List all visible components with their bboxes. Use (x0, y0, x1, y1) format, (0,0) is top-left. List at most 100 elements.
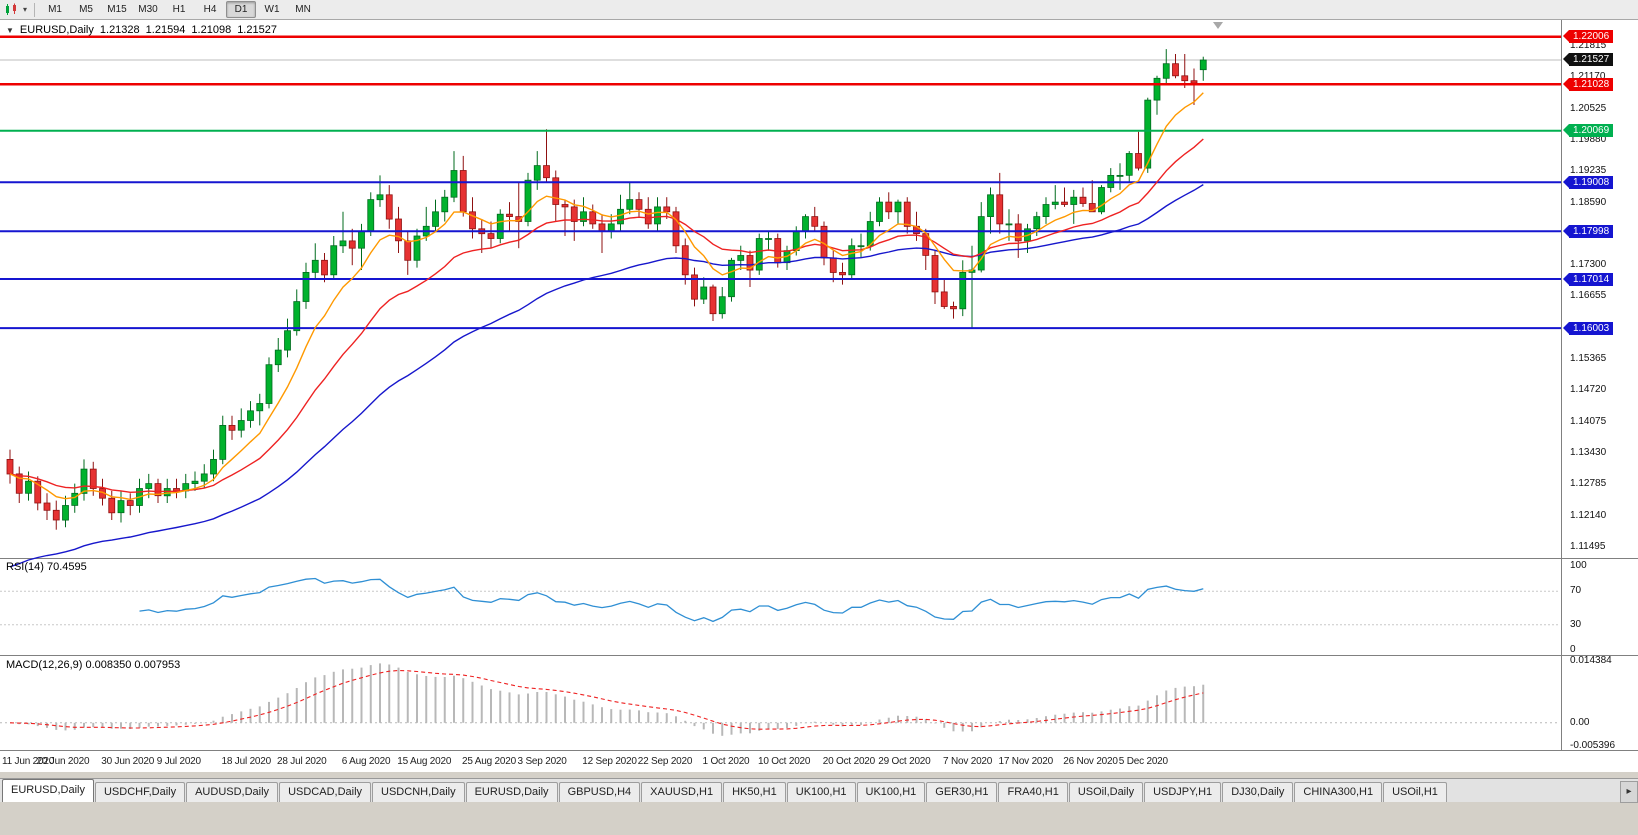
price-axis[interactable]: 1.21815 1.21170 1.20525 1.19880 1.19235 1.185… (1562, 20, 1638, 772)
timeframe-buttons-group: M1 M5 M15 M30 H1 H4 D1 W1 MN (40, 1, 318, 18)
date-axis-label: 1 Oct 2020 (702, 756, 750, 767)
date-axis-label: 6 Aug 2020 (341, 756, 391, 767)
date-axis-label: 9 Jul 2020 (156, 756, 201, 767)
date-axis-label: 3 Sep 2020 (517, 756, 567, 767)
chart-tab-USDCAD,Daily[interactable]: USDCAD,Daily (279, 782, 372, 802)
price-level-tag-1.17014[interactable]: 1.17014 (1562, 272, 1614, 286)
rsi-axis-label: 0 (1570, 644, 1576, 655)
date-axis-label: 18 Jul 2020 (221, 756, 272, 767)
date-axis-label: 5 Dec 2020 (1118, 756, 1168, 767)
chart-tab-USDCNH,Daily[interactable]: USDCNH,Daily (372, 782, 465, 802)
chart-tab-DJ30,Daily[interactable]: DJ30,Daily (1222, 782, 1294, 802)
price-axis-tick: 1.14720 (1570, 384, 1607, 396)
chart-dropdown-caret-icon[interactable]: ▾ (23, 5, 28, 14)
timeframe-button-M15[interactable]: M15 (107, 4, 127, 15)
price-axis-tick: 1.14075 (1570, 415, 1607, 427)
price-axis-tick: 1.12140 (1570, 509, 1607, 521)
chart-tab-FRA40,H1[interactable]: FRA40,H1 (998, 782, 1068, 802)
moving-average-line-20 (9, 138, 1204, 494)
timeframe-button-H4[interactable]: H4 (203, 4, 217, 15)
current-price-tag: 1.21527 (1562, 53, 1614, 67)
date-axis-label: 10 Oct 2020 (758, 756, 811, 767)
rsi-indicator-label: RSI(14) 70.4595 (6, 561, 87, 573)
price-axis-tick: 1.19880 (1570, 133, 1607, 145)
timeframe-button-MN[interactable]: MN (295, 4, 311, 15)
chart-tab-USOil,H1[interactable]: USOil,H1 (1383, 782, 1447, 802)
price-level-tag-1.17998[interactable]: 1.17998 (1562, 224, 1614, 238)
timeframe-button-H1[interactable]: H1 (172, 4, 186, 15)
date-axis-label: 7 Nov 2020 (943, 756, 993, 767)
price-axis-tick: 1.17300 (1570, 259, 1607, 271)
collapse-ohlc-icon[interactable]: ▼ (6, 25, 14, 35)
price-level-tag-1.16003[interactable]: 1.16003 (1562, 321, 1614, 335)
date-axis-label: 26 Nov 2020 (1063, 756, 1118, 767)
chart-plot[interactable] (0, 20, 1638, 772)
date-axis-label: 29 Oct 2020 (878, 756, 931, 767)
rsi-axis-label: 70 (1570, 585, 1582, 597)
price-axis-tick: 1.16655 (1570, 290, 1607, 302)
price-axis-tick: 1.21815 (1570, 39, 1607, 51)
chart-tab-GBPUSD,H4[interactable]: GBPUSD,H4 (558, 782, 641, 802)
timeframe-button-M30[interactable]: M30 (138, 4, 158, 15)
ohlc-close: 1.21527 (237, 24, 277, 36)
macd-histogram (9, 663, 1205, 736)
rsi-axis-label: 100 (1570, 560, 1587, 571)
date-axis-label: 17 Nov 2020 (998, 756, 1054, 767)
date-axis-label: 30 Jun 2020 (101, 756, 155, 767)
rsi-axis-label: 30 (1570, 618, 1582, 630)
timeframe-button-W1[interactable]: W1 (264, 4, 280, 15)
date-axis-label: 15 Aug 2020 (397, 756, 452, 767)
date-axis-label: 11 Jun 2020 (2, 756, 55, 767)
date-axis-label: 22 Sep 2020 (637, 756, 693, 767)
price-level-tag-1.19008[interactable]: 1.19008 (1562, 175, 1614, 189)
price-level-tag-1.20069[interactable]: 1.20069 (1562, 124, 1614, 138)
price-axis-tick: 1.11495 (1570, 540, 1606, 552)
rsi-line (139, 577, 1204, 623)
price-level-lines (0, 35, 1561, 330)
macd-axis-label: 0.00 (1570, 716, 1590, 728)
price-axis-tick: 1.20525 (1570, 102, 1607, 114)
price-level-tag-1.22006[interactable]: 1.22006 (1562, 30, 1614, 44)
chart-tab-USOil,Daily[interactable]: USOil,Daily (1068, 782, 1144, 802)
chart-tab-GER30,H1[interactable]: GER30,H1 (926, 782, 998, 802)
price-axis-tick: 1.19235 (1570, 165, 1607, 177)
candles (6, 49, 1207, 530)
timeframe-button-M1[interactable]: M1 (48, 4, 62, 15)
price-axis-tick: 1.15365 (1570, 353, 1607, 365)
macd-signal-line (9, 669, 1204, 730)
chart-tab-EURUSD,Daily[interactable]: EURUSD,Daily (465, 782, 558, 802)
chart-shift-marker-icon[interactable] (1213, 22, 1223, 29)
chart-tab-CHINA300,H1[interactable]: CHINA300,H1 (1294, 782, 1383, 802)
chart-type-icon[interactable] (4, 3, 20, 16)
timeframe-toolbar: ▾ M1 M5 M15 M30 H1 H4 D1 W1 MN (0, 0, 1638, 20)
date-axis[interactable]: 11 Jun 2020 20 Jun 2020 30 Jun 2020 9 Jul 2… (0, 750, 1562, 772)
chart-tab-USDJPY,H1[interactable]: USDJPY,H1 (1144, 782, 1222, 802)
chart-tab-EURUSD,Daily[interactable]: EURUSD,Daily (2, 779, 94, 802)
chart-tabs: EURUSD,Daily USDCHF,Daily AUDUSD,Daily USDC… (0, 779, 1638, 802)
price-axis-tick: 1.21170 (1570, 71, 1605, 82)
price-axis-tick: 1.12785 (1570, 478, 1607, 490)
ohlc-high: 1.21594 (145, 24, 186, 36)
macd-axis-label: -0.005396 (1570, 740, 1616, 751)
date-axis-label: 20 Jun 2020 (36, 756, 90, 767)
date-axis-label: 25 Aug 2020 (462, 756, 516, 767)
chart-tab-UK100,H1[interactable]: UK100,H1 (856, 782, 926, 802)
price-level-tag-1.21028[interactable]: 1.21028 (1562, 77, 1614, 91)
ohlc-low: 1.21098 (191, 24, 232, 36)
chart-tab-HK50,H1[interactable]: HK50,H1 (723, 782, 786, 802)
tab-scroll-right-button[interactable]: ▸ (1620, 781, 1638, 803)
chart-tab-AUDUSD,Daily[interactable]: AUDUSD,Daily (186, 782, 279, 802)
timeframe-button-M5[interactable]: M5 (79, 4, 93, 15)
chart-symbol-label: EURUSD,Daily (19, 24, 94, 36)
chart-tab-USDCHF,Daily[interactable]: USDCHF,Daily (94, 782, 186, 802)
price-axis-tick: 1.13430 (1570, 447, 1607, 459)
timeframe-button-D1[interactable]: D1 (226, 1, 257, 18)
chart-area: ▼ EURUSD,Daily 1.21328 1.21594 1.21098 1… (0, 20, 1638, 772)
chart-tab-UK100,H1[interactable]: UK100,H1 (786, 782, 856, 802)
toolbar-separator (34, 2, 36, 17)
macd-indicator-label: MACD(12,26,9) 0.008350 0.007953 (6, 659, 181, 671)
date-axis-label: 28 Jul 2020 (277, 756, 327, 767)
chart-tab-XAUUSD,H1[interactable]: XAUUSD,H1 (641, 782, 723, 802)
price-axis-tick: 1.18590 (1570, 196, 1607, 208)
